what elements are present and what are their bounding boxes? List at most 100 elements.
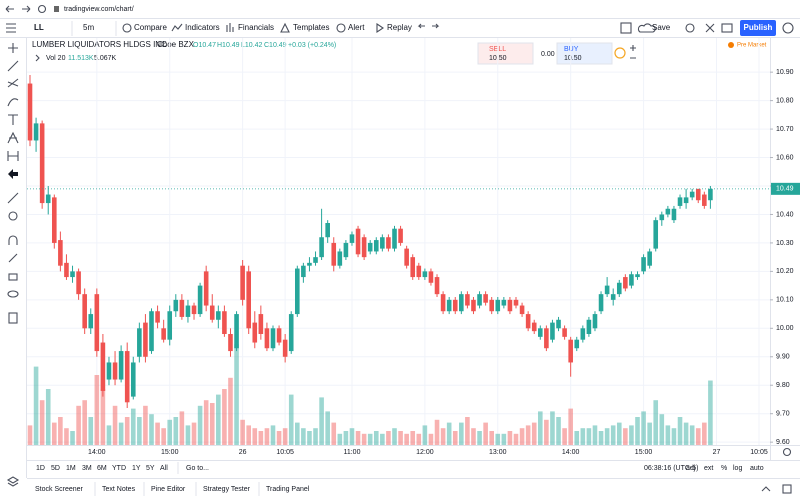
delete-tool[interactable]: [8, 312, 18, 324]
scale-option[interactable]: ext: [704, 465, 713, 472]
volume-bar: [319, 397, 324, 445]
volume-bar: [446, 422, 452, 445]
publish-label[interactable]: Publish: [744, 23, 773, 32]
url[interactable]: tradingview.com/chart/: [64, 6, 134, 13]
range-button[interactable]: 1M: [66, 465, 76, 472]
scale-option[interactable]: auto: [750, 465, 764, 472]
range-button[interactable]: All: [160, 465, 168, 472]
candle-body: [319, 237, 324, 258]
toolbar-button[interactable]: Financials: [238, 23, 274, 32]
tab[interactable]: Stock Screener: [35, 486, 84, 493]
snapshot-button[interactable]: [721, 23, 733, 33]
undo-button[interactable]: [417, 23, 425, 29]
toolbar-button[interactable]: Indicators: [185, 23, 220, 32]
range-button[interactable]: 1Y: [132, 465, 141, 472]
zoom-tool[interactable]: [8, 211, 18, 221]
volume-bar: [343, 431, 349, 445]
volume-bar: [76, 405, 81, 445]
back-tool[interactable]: [8, 169, 18, 179]
volume-bar: [616, 422, 622, 445]
x-tick-label: 26: [239, 449, 247, 456]
toolbar-button[interactable]: Replay: [387, 23, 412, 32]
visibility-tool[interactable]: [7, 290, 19, 298]
axis-settings[interactable]: [782, 447, 792, 457]
candle-body: [373, 240, 379, 252]
prediction-tool[interactable]: [7, 151, 19, 161]
brush-tool[interactable]: [7, 98, 19, 107]
toolbar-button[interactable]: Templates: [293, 23, 329, 32]
fullscreen-button[interactable]: [705, 23, 715, 33]
volume-bar: [39, 400, 45, 445]
candle-body: [465, 294, 470, 306]
candle-body: [483, 294, 488, 303]
volume-bar: [404, 433, 409, 445]
tab[interactable]: Strategy Tester: [203, 486, 251, 493]
candle-layer: [27, 75, 713, 408]
magnet-tool[interactable]: [8, 235, 18, 245]
toolbar-button[interactable]: Alert: [348, 23, 365, 32]
maximize-panel[interactable]: [782, 484, 792, 494]
volume-bar: [465, 417, 470, 445]
redo-button[interactable]: [432, 23, 440, 29]
x-tick-label: 15:00: [635, 449, 653, 456]
menu-icon[interactable]: [6, 23, 16, 33]
candle-body: [434, 277, 440, 295]
toolbar-button[interactable]: Compare: [134, 23, 167, 32]
volume-bar: [228, 377, 233, 445]
candle-body: [386, 237, 391, 249]
text-tool[interactable]: [8, 114, 18, 125]
scale-option[interactable]: %: [721, 465, 727, 472]
candle-body: [137, 328, 142, 357]
candle-body: [209, 305, 215, 320]
tab[interactable]: Pine Editor: [151, 486, 186, 493]
volume-bar: [337, 433, 343, 445]
tab[interactable]: Text Notes: [102, 486, 136, 493]
object-tree[interactable]: [6, 476, 20, 487]
sell-button[interactable]: [477, 42, 534, 65]
play-button[interactable]: [782, 22, 794, 34]
scale-option[interactable]: adj: [686, 465, 696, 472]
back-button[interactable]: [5, 5, 14, 13]
settings-button[interactable]: [685, 23, 695, 33]
volume-bar: [258, 431, 264, 445]
candle-body: [313, 257, 318, 263]
financials-icon: [226, 23, 234, 32]
range-button[interactable]: 6M: [97, 465, 107, 472]
tab[interactable]: Trading Panel: [266, 486, 310, 493]
info-icon[interactable]: [614, 47, 626, 59]
trend-line-tool[interactable]: [7, 60, 19, 72]
range-button[interactable]: 1D: [36, 465, 45, 472]
goto-button[interactable]: Go to...: [186, 465, 209, 472]
range-button[interactable]: YTD: [112, 465, 126, 472]
layout-button[interactable]: [620, 22, 632, 34]
publish-button[interactable]: [740, 20, 776, 36]
candle-body: [574, 339, 580, 349]
symbol[interactable]: LL: [34, 23, 44, 32]
volume-bar: [203, 400, 209, 445]
forward-button[interactable]: [22, 5, 31, 13]
interval[interactable]: 5m: [83, 23, 94, 32]
reload-button[interactable]: [37, 4, 47, 14]
buy-price[interactable]: 10.50: [564, 55, 582, 62]
scale-option[interactable]: log: [733, 465, 742, 472]
volume-bar: [477, 431, 482, 445]
pattern-tool[interactable]: [7, 131, 19, 144]
lock-tool[interactable]: [8, 273, 18, 281]
candle-body: [143, 322, 148, 357]
save-button[interactable]: Save: [652, 23, 671, 32]
quantity-buttons[interactable]: [630, 45, 636, 59]
range-button[interactable]: 5Y: [146, 465, 155, 472]
candle-body: [538, 328, 543, 337]
volume-bar: [380, 433, 385, 445]
buy-label[interactable]: BUY: [564, 46, 579, 53]
range-button[interactable]: 3M: [82, 465, 92, 472]
fib-tool[interactable]: [7, 78, 19, 88]
range-button[interactable]: 5D: [51, 465, 60, 472]
measure-tool[interactable]: [7, 192, 19, 204]
crosshair-tool[interactable]: [8, 43, 18, 53]
volume-bar: [398, 431, 403, 445]
stay-drawing-tool[interactable]: [8, 253, 18, 263]
volume-bar: [155, 422, 160, 445]
collapse-icon[interactable]: [35, 54, 40, 62]
expand-panel[interactable]: [761, 486, 771, 492]
